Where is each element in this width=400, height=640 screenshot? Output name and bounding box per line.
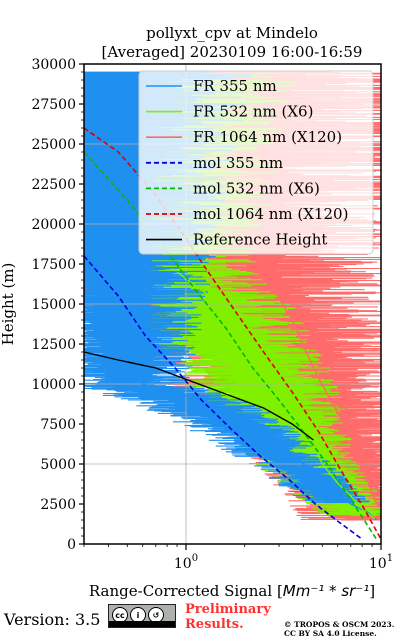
- legend-box: [138, 70, 374, 255]
- copyright-note: © TROPOS & OSCM 2023. CC BY SA 4.0 Licen…: [284, 620, 394, 638]
- version-label: Version: 3.5: [4, 610, 101, 629]
- x-axis-label: Range-Corrected Signal [Mm⁻¹ * sr⁻¹]: [89, 582, 375, 600]
- preliminary-line-2: Results.: [185, 617, 244, 632]
- noise-band-path-2: [84, 71, 370, 503]
- chart-title-line-1: pollyxt_cpv at Mindelo: [146, 24, 318, 42]
- legend-label-3: mol 355 nm: [193, 154, 283, 172]
- x-tick-label-0: 100: [174, 553, 198, 572]
- y-tick-label-8: 20000: [31, 217, 76, 233]
- x-tick-label-1: 101: [369, 553, 393, 572]
- preliminary-note: Preliminary Results.: [185, 602, 271, 632]
- x-axis-label-units: Mm⁻¹ * sr⁻¹: [283, 582, 369, 600]
- legend-label-2: FR 1064 nm (X120): [193, 128, 342, 146]
- y-tick-label-3: 7500: [40, 417, 76, 433]
- y-tick-label-1: 2500: [40, 497, 76, 513]
- x-axis-label-end: ]: [369, 582, 375, 600]
- y-tick-label-0: 0: [67, 537, 76, 553]
- y-tick-label-10: 25000: [31, 137, 76, 153]
- license-strip: [109, 621, 175, 627]
- series-line-0: [142, 383, 378, 521]
- chart-title-line-2: [Averaged] 20230109 16:00-16:59: [102, 43, 363, 61]
- preliminary-line-1: Preliminary: [185, 602, 271, 617]
- series-line-5: [84, 127, 381, 540]
- y-tick-label-4: 10000: [31, 377, 76, 393]
- y-tick-label-2: 5000: [40, 457, 76, 473]
- x-axis-label-main: Range-Corrected Signal [: [89, 582, 283, 600]
- copyright-line-2: CC BY SA 4.0 License.: [284, 629, 377, 638]
- y-tick-label-6: 15000: [31, 297, 76, 313]
- y-tick-label-12: 30000: [31, 57, 76, 73]
- y-axis-label: Height (m): [0, 263, 17, 346]
- legend-label-4: mol 532 nm (X6): [193, 179, 320, 197]
- legend-label-5: mol 1064 nm (X120): [193, 205, 348, 223]
- y-tick-label-11: 27500: [31, 97, 76, 113]
- y-tick-label-7: 17500: [31, 257, 76, 273]
- series-line-2: [262, 271, 378, 505]
- noise-band-2: [84, 71, 370, 503]
- legend-label-1: FR 532 nm (X6): [193, 103, 313, 121]
- series-line-6: [84, 351, 314, 441]
- legend-label-0: FR 355 nm: [193, 77, 277, 95]
- y-tick-label-5: 12500: [31, 337, 76, 353]
- series-line-3: [84, 255, 363, 540]
- legend-label-6: Reference Height: [193, 231, 327, 249]
- y-tick-label-9: 22500: [31, 177, 76, 193]
- copyright-line-1: © TROPOS & OSCM 2023.: [284, 620, 395, 629]
- cc-license-badge: cc i ↺: [108, 604, 176, 628]
- axes: 0 2500 5000 7500 10000 12500 15000 17500 20000 22…: [31, 57, 393, 572]
- legend: FR 355 nm FR 532 nm (X6) FR 1064 nm (X120)…: [138, 70, 374, 255]
